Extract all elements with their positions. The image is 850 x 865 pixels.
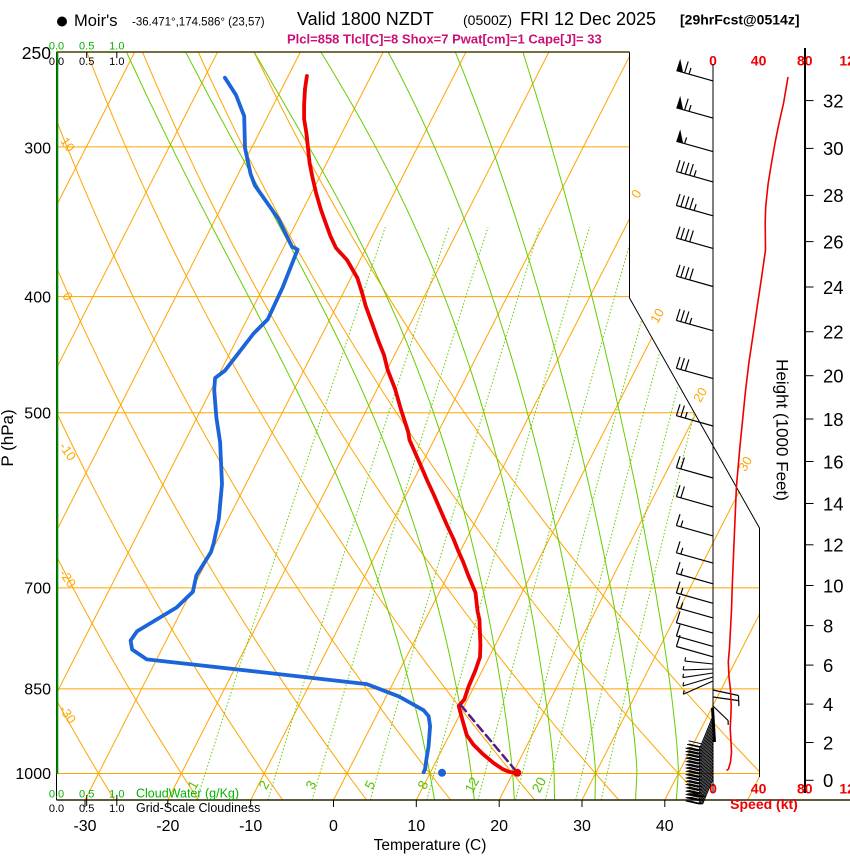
svg-text:Grid-Scale Cloudiness: Grid-Scale Cloudiness bbox=[136, 801, 260, 815]
svg-text:FRI 12 Dec 2025: FRI 12 Dec 2025 bbox=[520, 9, 656, 29]
svg-text:2: 2 bbox=[823, 732, 833, 753]
svg-text:26: 26 bbox=[823, 231, 844, 252]
svg-text:20: 20 bbox=[690, 385, 710, 405]
svg-text:700: 700 bbox=[24, 581, 51, 598]
svg-text:1.0: 1.0 bbox=[109, 803, 124, 815]
svg-text:-30: -30 bbox=[73, 818, 96, 835]
svg-text:10: 10 bbox=[823, 575, 844, 596]
svg-text:10: 10 bbox=[57, 134, 78, 154]
svg-text:0: 0 bbox=[823, 770, 833, 791]
svg-text:22: 22 bbox=[823, 322, 844, 343]
svg-text:0: 0 bbox=[329, 818, 338, 835]
svg-text:1.0: 1.0 bbox=[109, 41, 124, 53]
svg-text:12: 12 bbox=[462, 775, 482, 795]
svg-text:6: 6 bbox=[823, 655, 833, 676]
svg-text:12: 12 bbox=[823, 535, 844, 556]
svg-text:Height (1000 Feet): Height (1000 Feet) bbox=[773, 359, 792, 501]
svg-text:20: 20 bbox=[490, 818, 508, 835]
svg-text:40: 40 bbox=[751, 53, 767, 69]
svg-text:14: 14 bbox=[823, 493, 844, 514]
svg-text:Speed (kt): Speed (kt) bbox=[730, 796, 798, 812]
svg-text:120: 120 bbox=[839, 781, 850, 797]
svg-text:(0500Z): (0500Z) bbox=[463, 12, 512, 28]
svg-text:0.5: 0.5 bbox=[79, 789, 94, 801]
svg-text:1.0: 1.0 bbox=[109, 56, 124, 68]
svg-text:[29hrFcst@0514z]: [29hrFcst@0514z] bbox=[680, 12, 799, 28]
svg-text:20: 20 bbox=[823, 365, 844, 386]
svg-text:80: 80 bbox=[797, 53, 813, 69]
svg-text:P (hPa): P (hPa) bbox=[0, 409, 17, 466]
svg-text:28: 28 bbox=[823, 185, 844, 206]
svg-text:0.0: 0.0 bbox=[49, 41, 64, 53]
svg-text:120: 120 bbox=[839, 53, 850, 69]
svg-text:250: 250 bbox=[22, 43, 51, 63]
svg-text:300: 300 bbox=[24, 141, 51, 158]
svg-text:Plcl=858 Tlcl[C]=8 Shox=7 Pwat: Plcl=858 Tlcl[C]=8 Shox=7 Pwat[cm]=1 Cap… bbox=[287, 32, 602, 47]
svg-text:-20: -20 bbox=[156, 818, 179, 835]
svg-text:16: 16 bbox=[823, 451, 844, 472]
svg-text:400: 400 bbox=[24, 290, 51, 307]
svg-text:40: 40 bbox=[656, 818, 674, 835]
svg-text:Valid 1800 NZDT: Valid 1800 NZDT bbox=[297, 9, 434, 29]
svg-text:10: 10 bbox=[647, 306, 667, 326]
svg-text:1000: 1000 bbox=[15, 766, 51, 783]
svg-text:0.5: 0.5 bbox=[79, 803, 94, 815]
svg-text:32: 32 bbox=[823, 90, 844, 111]
svg-text:0.5: 0.5 bbox=[79, 41, 94, 53]
svg-text:0: 0 bbox=[709, 53, 717, 69]
svg-text:20: 20 bbox=[529, 775, 549, 795]
svg-text:30: 30 bbox=[735, 454, 755, 474]
svg-text:1.0: 1.0 bbox=[109, 789, 124, 801]
svg-text:30: 30 bbox=[573, 818, 591, 835]
svg-text:10: 10 bbox=[407, 818, 425, 835]
svg-text:850: 850 bbox=[24, 682, 51, 699]
svg-text:0.0: 0.0 bbox=[49, 789, 64, 801]
svg-text:40: 40 bbox=[751, 781, 767, 797]
svg-text:0.5: 0.5 bbox=[79, 56, 94, 68]
svg-text:CloudWater (g/Kg): CloudWater (g/Kg) bbox=[136, 787, 239, 801]
svg-text:0.0: 0.0 bbox=[49, 56, 64, 68]
svg-text:80: 80 bbox=[797, 781, 813, 797]
svg-text:Temperature (C): Temperature (C) bbox=[374, 837, 487, 854]
svg-text:30: 30 bbox=[823, 138, 844, 159]
svg-text:8: 8 bbox=[823, 615, 833, 636]
svg-text:24: 24 bbox=[823, 277, 844, 298]
svg-text:-10: -10 bbox=[239, 818, 262, 835]
svg-text:-36.471°,174.586° (23,57): -36.471°,174.586° (23,57) bbox=[132, 17, 265, 29]
svg-text:18: 18 bbox=[823, 409, 844, 430]
svg-text:0.0: 0.0 bbox=[49, 803, 64, 815]
svg-text:500: 500 bbox=[24, 406, 51, 423]
svg-text:4: 4 bbox=[823, 694, 833, 715]
svg-text:Moir's: Moir's bbox=[74, 12, 117, 30]
